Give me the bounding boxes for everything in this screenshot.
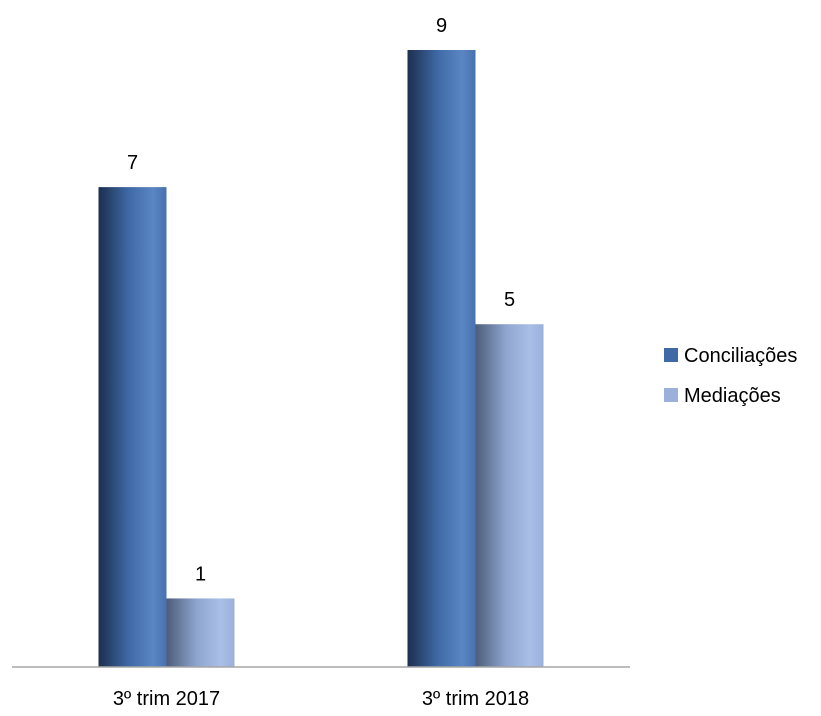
bar-series-0-cat-1 (407, 50, 476, 667)
bar-series-0-cat-0 (98, 187, 167, 667)
bar-series-1-cat-0 (166, 598, 235, 667)
data-label: 7 (127, 152, 138, 174)
legend-swatch-0 (664, 348, 678, 362)
x-tick-label: 3º trim 2017 (113, 688, 220, 710)
bar-series-1-cat-1 (475, 324, 544, 667)
x-tick-label: 3º trim 2018 (422, 688, 529, 710)
data-label: 1 (195, 563, 206, 585)
legend-swatch-1 (664, 388, 678, 402)
legend-label-0: Conciliações (684, 345, 797, 367)
legend: Conciliações Mediações (664, 345, 797, 407)
data-label: 5 (504, 289, 515, 311)
data-label: 9 (436, 15, 447, 37)
legend-label-1: Mediações (684, 385, 781, 407)
